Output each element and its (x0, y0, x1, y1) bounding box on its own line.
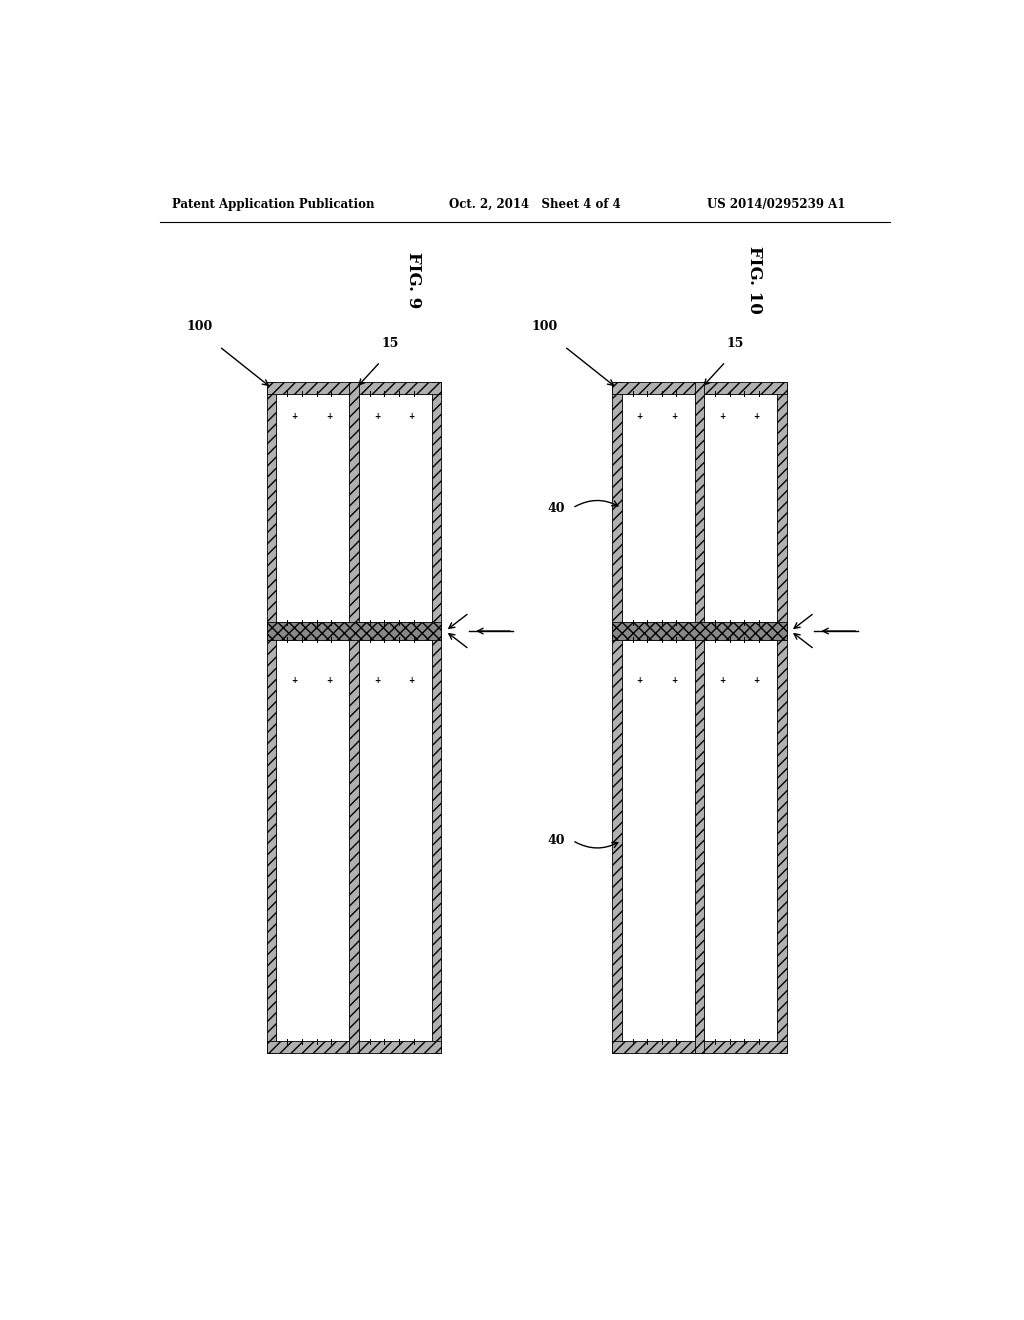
Bar (612, 381, 786, 395)
Bar (622, 395, 694, 622)
Text: +: + (719, 676, 726, 685)
Text: Patent Application Publication: Patent Application Publication (172, 198, 374, 211)
Text: +: + (374, 676, 380, 685)
Bar (705, 395, 777, 622)
Text: US 2014/0295239 A1: US 2014/0295239 A1 (708, 198, 846, 211)
Bar (276, 395, 349, 622)
Bar (612, 381, 622, 1053)
Text: +: + (292, 676, 298, 685)
Bar (267, 622, 441, 640)
Text: FIG. 9: FIG. 9 (406, 252, 422, 309)
Bar (432, 381, 441, 1053)
Text: 100: 100 (531, 319, 558, 333)
Bar (622, 640, 694, 1040)
Text: +: + (409, 676, 415, 685)
Bar (267, 381, 276, 1053)
Bar (276, 640, 349, 1040)
Text: +: + (374, 412, 380, 421)
Text: 15: 15 (381, 337, 398, 350)
Text: 40: 40 (548, 834, 565, 847)
Text: +: + (754, 412, 760, 421)
Text: +: + (671, 676, 677, 685)
Bar (267, 381, 441, 395)
Text: +: + (754, 676, 760, 685)
Bar (267, 1040, 441, 1053)
Bar (359, 395, 432, 622)
Text: +: + (409, 412, 415, 421)
Text: Oct. 2, 2014   Sheet 4 of 4: Oct. 2, 2014 Sheet 4 of 4 (450, 198, 622, 211)
Text: +: + (719, 412, 726, 421)
Bar (349, 381, 359, 1053)
Text: FIG. 10: FIG. 10 (746, 247, 764, 314)
Bar (359, 640, 432, 1040)
Text: +: + (637, 412, 643, 421)
Bar (777, 381, 786, 1053)
Text: +: + (671, 412, 677, 421)
Text: +: + (326, 412, 332, 421)
Bar (694, 381, 705, 1053)
Text: +: + (292, 412, 298, 421)
Text: +: + (637, 676, 643, 685)
Bar (612, 1040, 786, 1053)
Bar (612, 622, 786, 640)
Bar (705, 640, 777, 1040)
Text: 15: 15 (726, 337, 743, 350)
Text: 100: 100 (186, 319, 213, 333)
Text: 40: 40 (548, 502, 565, 515)
Text: +: + (326, 676, 332, 685)
